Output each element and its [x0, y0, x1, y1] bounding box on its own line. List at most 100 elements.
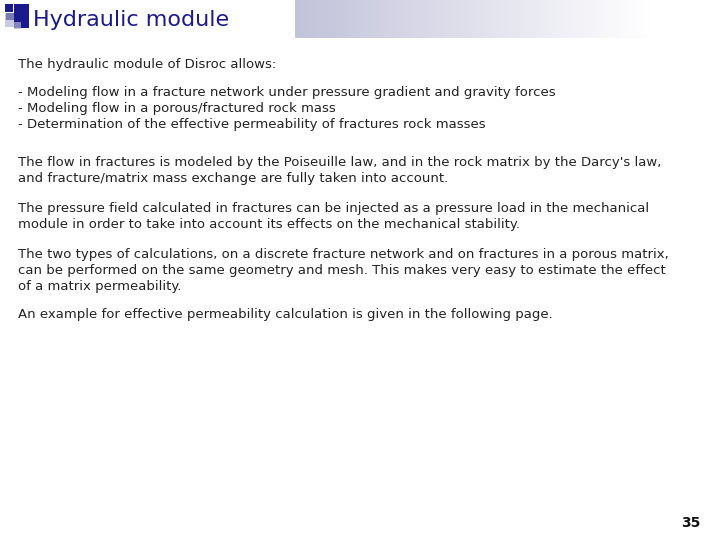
Bar — [644, 0, 647, 38]
Bar — [408, 0, 410, 38]
Bar — [387, 0, 390, 38]
Bar — [549, 0, 552, 38]
Bar — [567, 0, 570, 38]
Bar — [467, 0, 469, 38]
Bar — [410, 0, 413, 38]
Bar — [419, 0, 422, 38]
Bar — [493, 0, 496, 38]
Bar — [535, 0, 538, 38]
Bar — [626, 0, 629, 38]
Bar — [520, 0, 523, 38]
Bar — [629, 0, 632, 38]
Bar — [482, 0, 485, 38]
Bar — [464, 0, 467, 38]
Bar — [307, 0, 310, 38]
Bar — [632, 0, 635, 38]
Bar — [5, 13, 19, 27]
Bar — [611, 0, 614, 38]
Bar — [499, 0, 502, 38]
Bar — [564, 0, 567, 38]
Bar — [538, 0, 541, 38]
Bar — [440, 0, 443, 38]
Bar — [641, 0, 644, 38]
Bar — [405, 0, 408, 38]
Bar — [319, 0, 322, 38]
Bar — [384, 0, 387, 38]
Bar — [14, 4, 29, 28]
Bar — [14, 22, 20, 29]
Bar — [485, 0, 487, 38]
Text: The two types of calculations, on a discrete fracture network and on fractures i: The two types of calculations, on a disc… — [18, 248, 669, 293]
Bar — [6, 12, 14, 20]
Bar — [372, 0, 375, 38]
Bar — [490, 0, 493, 38]
Text: The hydraulic module of Disroc allows:: The hydraulic module of Disroc allows: — [18, 58, 276, 71]
Bar — [428, 0, 431, 38]
Bar — [475, 0, 478, 38]
Bar — [546, 0, 549, 38]
Bar — [472, 0, 475, 38]
Bar — [449, 0, 451, 38]
Bar — [310, 0, 312, 38]
Bar — [315, 0, 319, 38]
Bar — [531, 0, 535, 38]
Bar — [588, 0, 591, 38]
Bar — [469, 0, 472, 38]
Bar — [614, 0, 618, 38]
Bar — [378, 0, 381, 38]
Bar — [458, 0, 461, 38]
Bar — [570, 0, 573, 38]
Bar — [502, 0, 505, 38]
Bar — [600, 0, 603, 38]
Bar — [434, 0, 437, 38]
Bar — [582, 0, 585, 38]
Bar — [363, 0, 366, 38]
Bar — [422, 0, 426, 38]
Bar — [517, 0, 520, 38]
Bar — [346, 0, 348, 38]
Text: Hydraulic module: Hydraulic module — [33, 10, 229, 30]
Bar — [544, 0, 546, 38]
Text: - Modeling flow in a fracture network under pressure gradient and gravity forces: - Modeling flow in a fracture network un… — [18, 86, 556, 99]
Bar — [461, 0, 464, 38]
Bar — [603, 0, 606, 38]
Bar — [392, 0, 395, 38]
Text: 35: 35 — [680, 516, 700, 530]
Bar — [399, 0, 402, 38]
Bar — [357, 0, 360, 38]
Bar — [523, 0, 526, 38]
Bar — [647, 0, 650, 38]
Bar — [348, 0, 351, 38]
Bar — [526, 0, 528, 38]
Bar — [298, 0, 301, 38]
Bar — [322, 0, 325, 38]
Bar — [555, 0, 558, 38]
Bar — [426, 0, 428, 38]
Bar — [511, 0, 514, 38]
Bar — [585, 0, 588, 38]
Bar — [366, 0, 369, 38]
Bar — [451, 0, 455, 38]
Bar — [339, 0, 342, 38]
Bar — [487, 0, 490, 38]
Bar — [608, 0, 611, 38]
Bar — [390, 0, 392, 38]
Bar — [576, 0, 579, 38]
Bar — [455, 0, 458, 38]
Bar — [514, 0, 517, 38]
Text: The flow in fractures is modeled by the Poiseuille law, and in the rock matrix b: The flow in fractures is modeled by the … — [18, 156, 662, 185]
Text: - Modeling flow in a porous/fractured rock mass: - Modeling flow in a porous/fractured ro… — [18, 102, 336, 115]
Bar — [618, 0, 621, 38]
Bar — [354, 0, 357, 38]
Bar — [446, 0, 449, 38]
Bar — [369, 0, 372, 38]
Bar — [295, 0, 298, 38]
Bar — [351, 0, 354, 38]
Bar — [505, 0, 508, 38]
Bar — [330, 0, 333, 38]
Bar — [413, 0, 416, 38]
Text: - Determination of the effective permeability of fractures rock masses: - Determination of the effective permeab… — [18, 118, 485, 131]
Bar — [594, 0, 597, 38]
Bar — [528, 0, 531, 38]
Bar — [325, 0, 328, 38]
